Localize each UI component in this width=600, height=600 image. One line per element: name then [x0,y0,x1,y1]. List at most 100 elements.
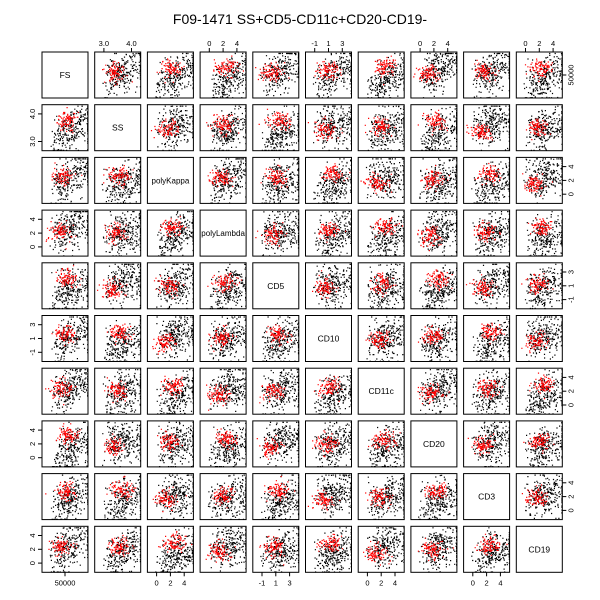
right-axis-tick-label: 0 [566,403,575,407]
panel-cd3-vs-cd10 [305,473,352,521]
gated-event-points [417,109,448,136]
panel-frame [41,156,89,204]
panel-fs-vs-cd11c [357,51,405,99]
background-event-points [471,421,510,468]
panel-frame [252,473,300,521]
panel-frame [199,367,247,415]
panel-cd10-vs-polylambda [199,315,247,362]
panel-cd10-vs-cd10: CD10 [305,315,352,362]
background-event-points [49,263,89,310]
panel-ss-vs-cd11c [357,104,405,152]
background-event-points [367,475,405,520]
gated-event-points [55,265,82,289]
panel-frame [252,104,300,152]
diagonal-panel-frame [252,262,300,310]
panel-frame [41,473,89,521]
right-axis-tick-label: -1 [566,296,575,303]
panel-frame [410,104,458,152]
panel-ss-vs-polykappa [146,104,194,152]
gated-event-points [523,433,555,454]
panel-frame [463,367,511,415]
panel-cd11c-vs-cd10 [305,367,352,415]
background-event-points [103,527,141,573]
gated-event-points [159,216,187,238]
background-event-points [525,421,563,468]
panel-polylambda-vs-cd11c [357,209,405,257]
panel-frame [305,420,352,468]
background-event-points [105,263,141,310]
bottom-axis-tick-label: 4 [393,578,397,587]
panel-fs-vs-cd3 [463,51,511,99]
panel-cd11c-vs-cd11c: CD11c [357,367,405,415]
background-event-points [524,474,563,519]
gated-event-points [106,475,137,501]
right-axis-tick-label: 0 [566,508,575,512]
background-event-points [50,474,89,520]
gated-event-points [522,173,553,197]
panel-frame [357,420,405,468]
panel-frame [252,420,300,468]
panel-frame [94,262,142,310]
background-event-points [155,474,194,520]
gated-event-points [420,165,451,192]
variable-label-cd5: CD5 [267,281,284,291]
panel-cd11c-vs-polylambda [199,367,247,415]
gated-event-points [259,383,286,404]
background-event-points [524,263,563,310]
panel-frame [94,473,142,521]
background-event-points [261,369,300,415]
panel-polykappa-vs-polylambda [199,156,247,204]
panel-cd11c-vs-cd3 [463,367,511,415]
diagonal-panel-frame [357,367,405,415]
panel-frame [357,156,405,204]
panel-frame [357,104,405,152]
top-axis-tick-label: 0 [418,39,422,48]
panel-frame [305,525,352,573]
gated-event-points [97,276,128,299]
panel-frame [463,262,511,310]
gated-event-points [521,484,548,506]
bottom-axis-tick-label: -1 [259,578,266,587]
right-axis-tick-label: 4 [566,375,575,379]
panel-frame [94,156,142,204]
panel-cd11c-vs-cd19 [515,367,563,415]
panel-frame [41,104,89,152]
bottom-axis-tick-label: 2 [168,578,172,587]
background-event-points [207,474,247,520]
top-axis-tick-label: 2 [432,39,436,48]
panel-frame [199,104,247,152]
panel-cd19-vs-cd11c [357,525,405,573]
panel-cd19-vs-cd3 [463,525,511,573]
panel-cd20-vs-cd5 [252,420,300,468]
bottom-axis-tick-label: 0 [155,578,159,587]
bottom-axis-tick-label: 50000 [55,578,76,587]
panel-cd10-vs-cd20 [410,315,458,362]
background-event-points [261,105,300,151]
gated-event-points [467,433,496,456]
variable-label-polykappa: polyKappa [151,176,189,185]
panel-cd3-vs-polykappa [146,473,194,521]
gated-event-points [312,430,340,458]
gated-event-points [307,489,341,511]
panel-fs-vs-fs: FS [41,51,89,99]
background-event-points [419,158,458,204]
left-axis-tick-label: 0 [28,561,37,565]
panel-cd5-vs-cd11c [357,262,405,310]
background-event-points [525,369,563,415]
gated-event-points [425,269,453,292]
top-axis-tick-label: 4 [551,39,555,48]
top-axis-tick-label: 2 [221,39,225,48]
background-event-points [472,211,510,257]
background-event-points [102,52,141,99]
background-event-points [366,527,405,570]
background-event-points [419,264,458,310]
gated-event-points [525,118,551,141]
background-event-points [156,105,194,151]
panel-frame [410,262,458,310]
panel-fs-vs-cd10 [305,51,352,99]
background-event-points [50,158,89,204]
panel-frame [463,315,511,362]
background-event-points [260,52,300,97]
panel-cd3-vs-fs [41,473,89,521]
